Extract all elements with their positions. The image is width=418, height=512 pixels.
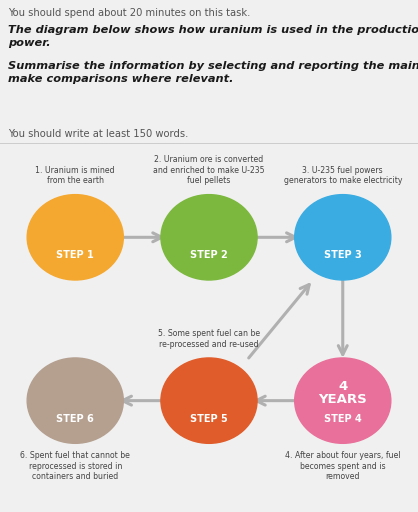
Text: STEP 5: STEP 5 [190,414,228,423]
Text: 4. After about four years, fuel
becomes spent and is
removed: 4. After about four years, fuel becomes … [285,451,400,481]
Text: You should write at least 150 words.: You should write at least 150 words. [8,130,189,139]
Circle shape [27,358,123,443]
Circle shape [295,358,391,443]
Text: STEP 2: STEP 2 [190,250,228,260]
Text: 1. Uranium is mined
from the earth: 1. Uranium is mined from the earth [36,165,115,185]
Circle shape [161,195,257,280]
Circle shape [161,358,257,443]
Text: Summarise the information by selecting and reporting the main features, and
make: Summarise the information by selecting a… [8,61,418,84]
Text: 2. Uranium ore is converted
and enriched to make U-235
fuel pellets: 2. Uranium ore is converted and enriched… [153,155,265,185]
Text: 5. Some spent fuel can be
re-processed and re-used: 5. Some spent fuel can be re-processed a… [158,329,260,349]
Circle shape [295,195,391,280]
Text: The diagram below shows how uranium is used in the production of nuclear
power.: The diagram below shows how uranium is u… [8,25,418,48]
Text: 3. U-235 fuel powers
generators to make electricity: 3. U-235 fuel powers generators to make … [283,165,402,185]
Text: STEP 6: STEP 6 [56,414,94,423]
Text: STEP 1: STEP 1 [56,250,94,260]
Text: You should spend about 20 minutes on this task.: You should spend about 20 minutes on thi… [8,8,250,18]
Text: STEP 3: STEP 3 [324,250,362,260]
Circle shape [27,195,123,280]
Text: 4
YEARS: 4 YEARS [319,380,367,406]
Text: 6. Spent fuel that cannot be
reprocessed is stored in
containers and buried: 6. Spent fuel that cannot be reprocessed… [20,451,130,481]
Text: STEP 4: STEP 4 [324,414,362,423]
